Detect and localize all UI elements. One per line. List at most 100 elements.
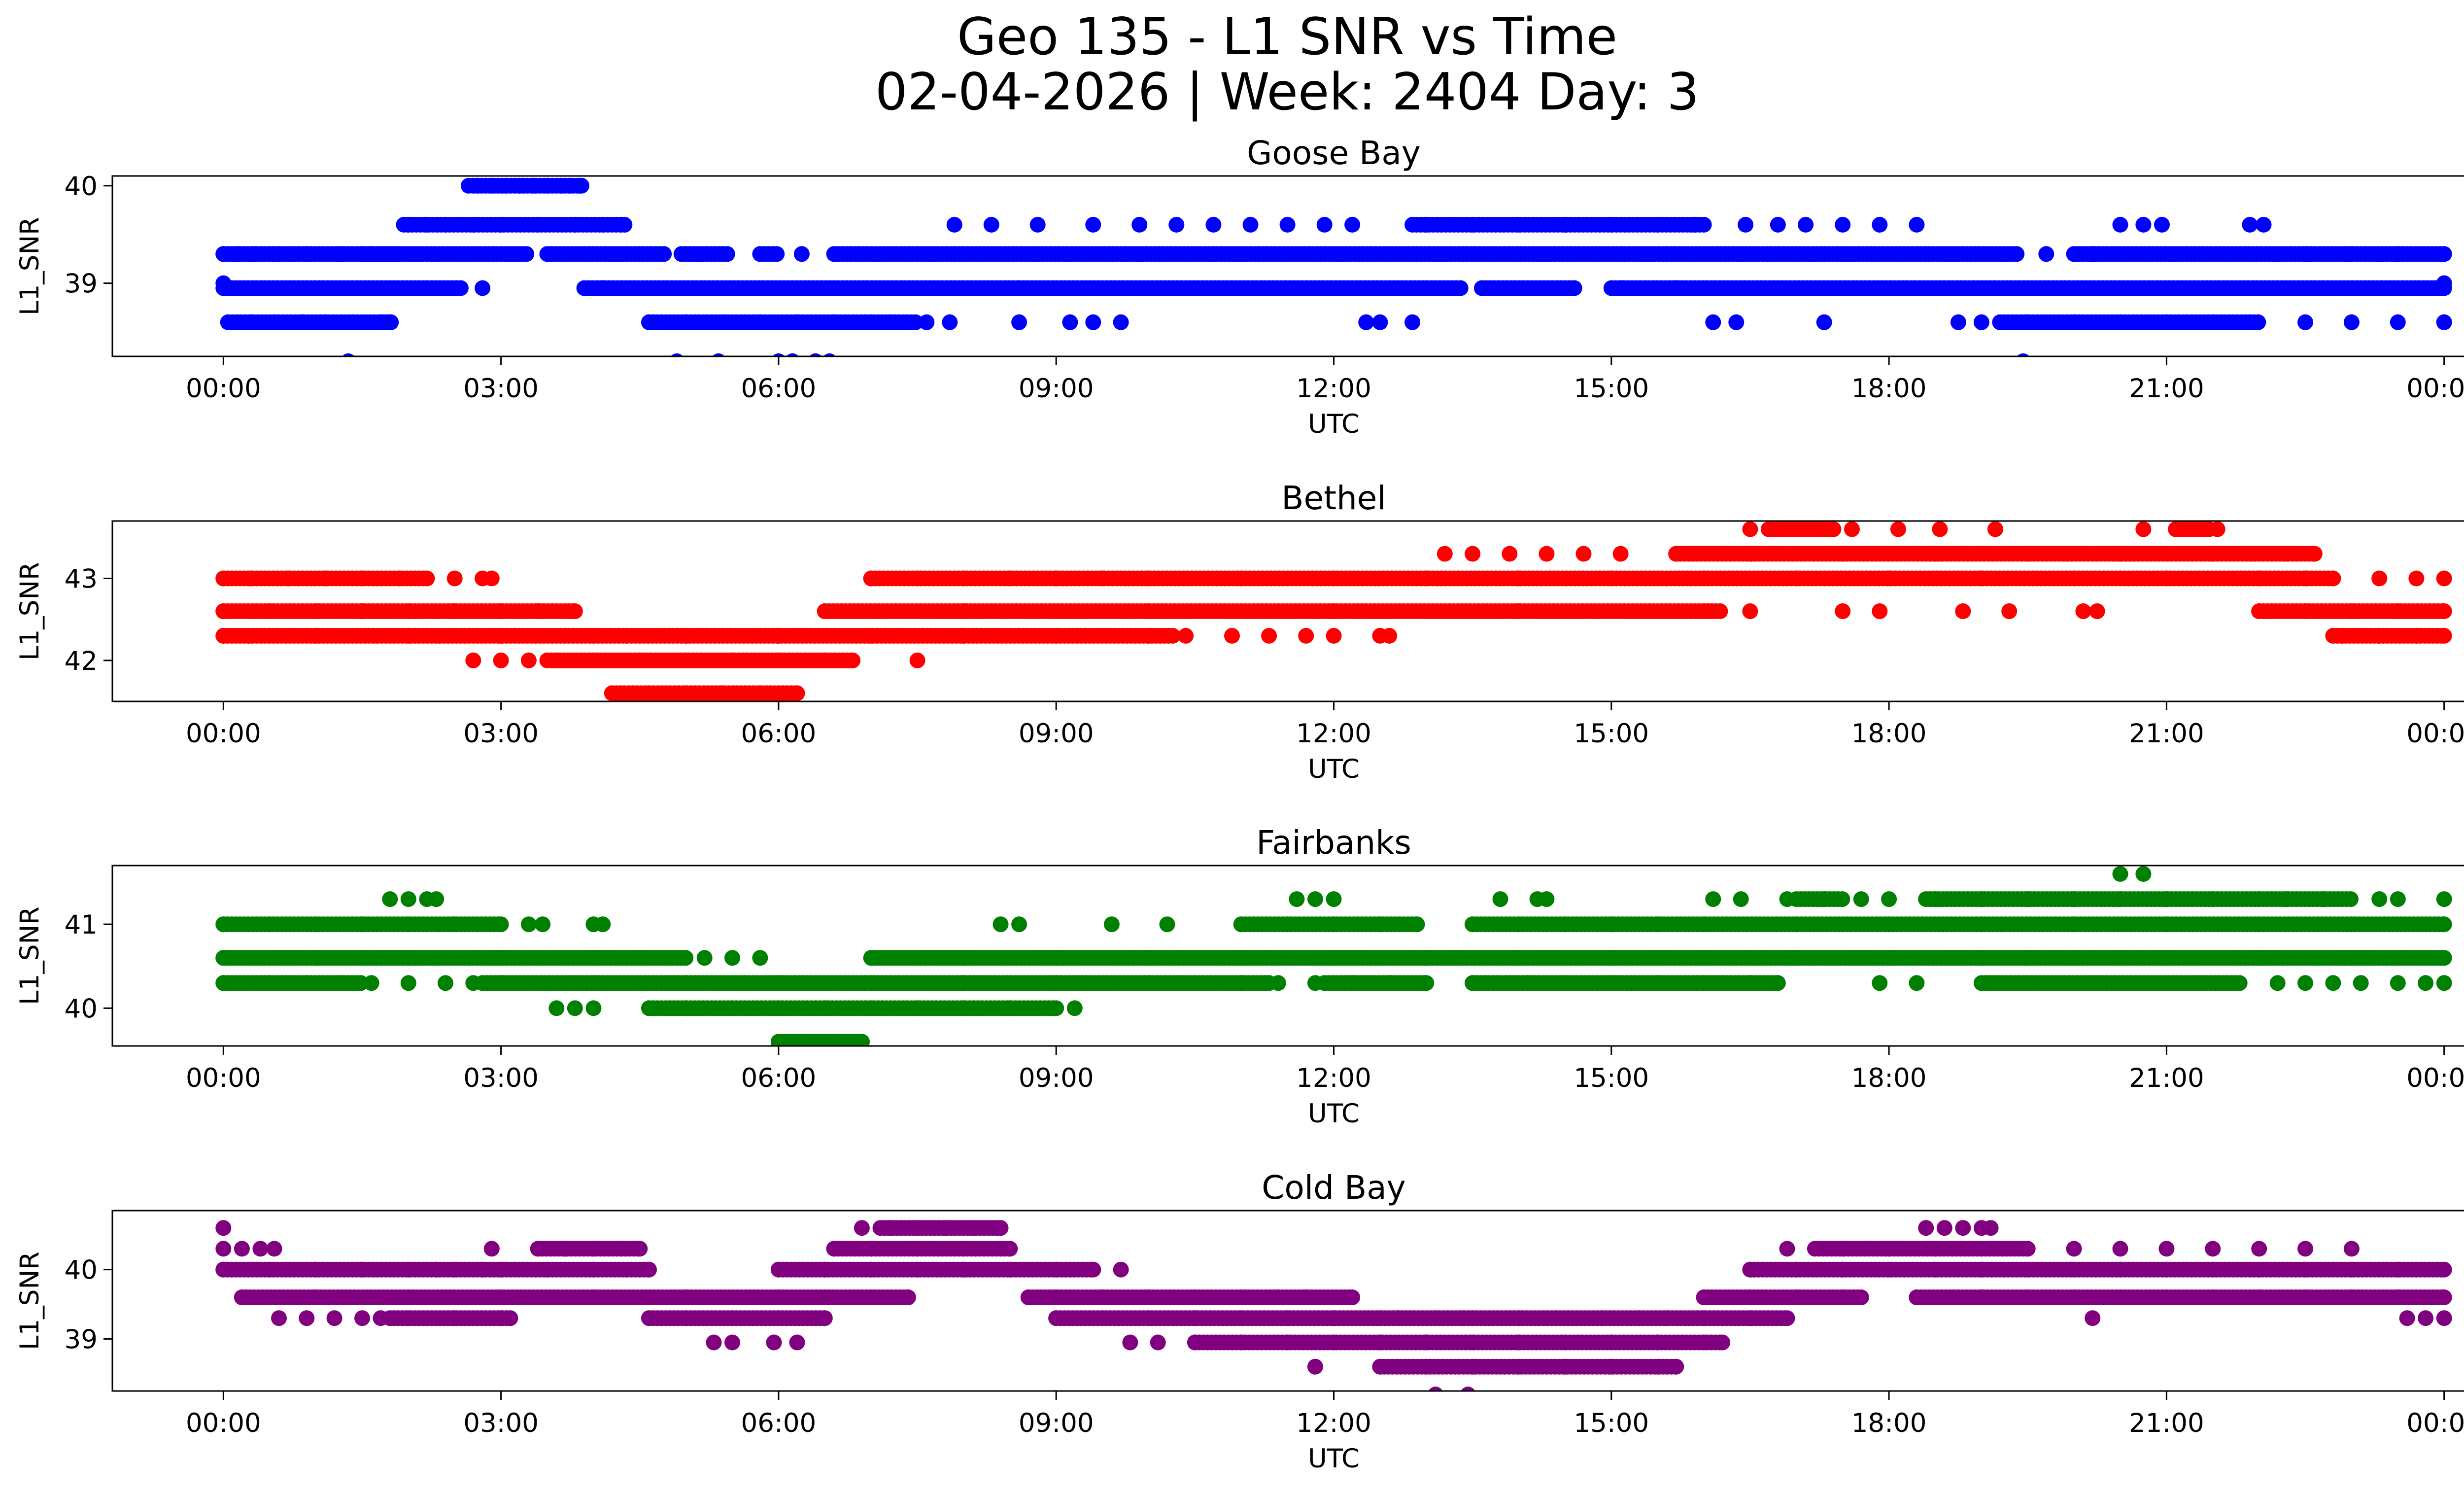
data-point [2343, 950, 2360, 966]
data-point [1835, 603, 1851, 619]
data-point [1539, 546, 1555, 562]
data-point [2019, 314, 2036, 330]
data-point [2009, 246, 2025, 262]
data-point [354, 603, 370, 619]
data-point [400, 603, 416, 619]
data-point [567, 216, 583, 233]
subplot-title: Cold Bay [1262, 1169, 1405, 1207]
data-point [243, 314, 259, 330]
data-point [280, 570, 296, 587]
data-point [493, 627, 509, 644]
data-point [2436, 975, 2452, 991]
data-point [1233, 570, 1249, 587]
data-point [909, 1000, 925, 1016]
data-point [1062, 314, 1078, 330]
data-point [391, 570, 408, 587]
data-point [493, 916, 509, 933]
data-point [2279, 891, 2295, 907]
data-point [530, 603, 546, 619]
data-point [493, 603, 509, 619]
data-point [909, 570, 925, 587]
data-point [585, 1000, 602, 1016]
data-point [2242, 314, 2258, 330]
x-tick-label: 09:00 [1019, 719, 1094, 749]
data-point [512, 177, 528, 194]
data-point [2135, 866, 2152, 882]
data-point [1168, 216, 1185, 233]
data-point [1881, 916, 1897, 933]
data-point [1048, 627, 1064, 644]
data-point [2353, 975, 2369, 991]
data-point [604, 685, 620, 701]
data-point [1316, 216, 1333, 233]
data-point [613, 216, 629, 233]
data-point [2242, 216, 2258, 233]
data-point [1178, 627, 1194, 644]
data-point [1095, 570, 1111, 587]
data-point [1437, 546, 1453, 562]
data-point [1603, 570, 1619, 587]
data-point [229, 246, 245, 262]
data-point [863, 1000, 879, 1016]
data-point [641, 1000, 657, 1016]
data-point [2085, 246, 2101, 262]
data-point [345, 314, 361, 330]
data-point [2436, 570, 2452, 587]
figure-title-line-2: 02-04-2026 | Week: 2404 Day: 3 [875, 63, 1699, 122]
data-point [656, 246, 672, 262]
data-point [1002, 1000, 1018, 1016]
data-point [1141, 950, 1157, 966]
data-point [1279, 216, 1296, 233]
data-point [2135, 521, 2152, 537]
data-point [1649, 216, 1666, 233]
x-tick-label: 06:00 [741, 1063, 817, 1093]
data-point [2112, 314, 2128, 330]
data-point [1307, 975, 1323, 991]
data-point [1066, 1000, 1083, 1016]
data-point [2075, 603, 2091, 619]
data-point [2066, 314, 2082, 330]
data-point [2112, 891, 2128, 907]
data-point [1927, 891, 1943, 907]
data-point [632, 950, 648, 966]
x-tick-label: 15:00 [1574, 1063, 1649, 1093]
data-point [215, 246, 232, 262]
data-point [1927, 546, 1943, 562]
data-point [678, 627, 694, 644]
subplot-title: Fairbanks [1256, 824, 1411, 862]
data-point [1048, 1000, 1064, 1016]
data-point [1224, 627, 1240, 644]
data-point [2231, 975, 2248, 991]
data-point [2436, 891, 2452, 907]
scatter-series [215, 521, 2452, 701]
data-point [1712, 603, 1728, 619]
data-point [772, 353, 785, 356]
data-point [520, 916, 537, 933]
data-point [1788, 521, 1805, 537]
data-point [2334, 627, 2351, 644]
data-point [342, 353, 355, 356]
data-point [809, 353, 822, 356]
data-point [2436, 275, 2452, 291]
data-point [2297, 603, 2313, 619]
data-point [530, 216, 546, 233]
data-point [215, 570, 232, 587]
data-point [1696, 950, 1712, 966]
data-point [2297, 246, 2313, 262]
data-point [1696, 570, 1712, 587]
data-point [336, 975, 352, 991]
data-point [382, 891, 398, 907]
data-point [1404, 314, 1421, 330]
data-point [446, 603, 463, 619]
data-point [1696, 603, 1712, 619]
data-point [678, 314, 694, 330]
data-point [1298, 627, 1314, 644]
data-point [770, 652, 787, 668]
data-point [535, 916, 551, 933]
data-point [2089, 603, 2105, 619]
data-point [1668, 546, 1684, 562]
data-point [419, 216, 435, 233]
data-point [2112, 216, 2128, 233]
data-point [1492, 891, 1508, 907]
